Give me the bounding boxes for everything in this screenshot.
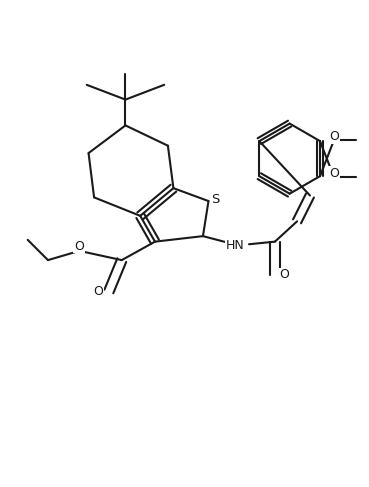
Text: HN: HN <box>226 239 244 252</box>
Text: S: S <box>211 193 219 206</box>
Text: O: O <box>329 167 339 180</box>
Text: O: O <box>94 285 103 298</box>
Text: O: O <box>329 130 339 143</box>
Text: O: O <box>74 240 84 253</box>
Text: O: O <box>279 268 289 281</box>
